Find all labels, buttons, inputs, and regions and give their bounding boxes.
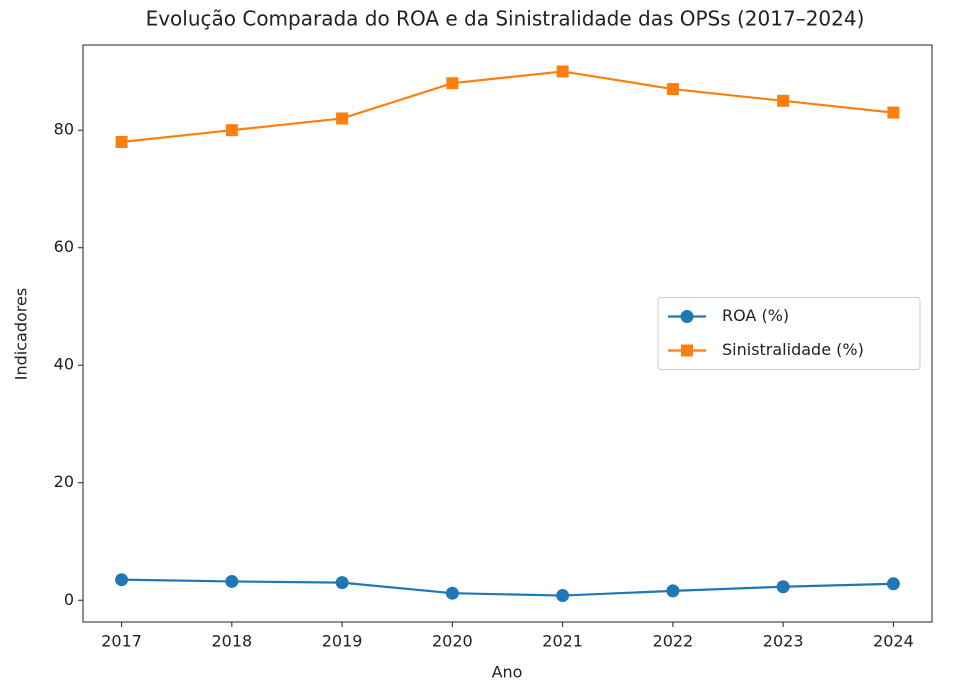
x-axis-label: Ano (492, 663, 523, 682)
x-tick-label: 2020 (432, 632, 473, 651)
y-axis-label: Indicadores (12, 288, 31, 380)
x-tick-label: 2022 (653, 632, 694, 651)
legend-box (657, 297, 921, 370)
y-tick-label: 60 (54, 237, 74, 256)
legend-marker (680, 310, 694, 323)
data-point (445, 586, 459, 600)
series-line (121, 70, 894, 144)
data-point (336, 112, 349, 125)
x-tick-label: 2024 (873, 632, 914, 651)
legend-marker (681, 344, 693, 357)
data-point (887, 106, 900, 119)
y-tick-label: 0 (64, 590, 74, 609)
x-tick-label: 2019 (322, 632, 363, 651)
data-point (886, 577, 900, 591)
data-point (446, 77, 459, 90)
data-point (225, 574, 239, 588)
data-point (556, 65, 569, 78)
data-point (777, 94, 790, 107)
data-point (666, 83, 679, 96)
data-point (225, 124, 238, 137)
x-tick-label: 2018 (211, 632, 252, 651)
legend-label: Sinistralidade (%) (722, 340, 864, 359)
data-point (115, 573, 129, 587)
data-point (776, 580, 790, 594)
y-tick-label: 80 (54, 120, 74, 139)
y-tick-label: 40 (54, 355, 74, 374)
x-tick-label: 2021 (542, 632, 583, 651)
data-point (556, 589, 570, 603)
x-tick-label: 2023 (763, 632, 804, 651)
plot-frame (82, 44, 933, 623)
series-line (121, 578, 894, 597)
legend-label: ROA (%) (722, 306, 789, 325)
y-tick-label: 20 (54, 472, 74, 491)
data-point (335, 576, 349, 590)
chart-title: Evolução Comparada do ROA e da Sinistral… (146, 7, 865, 31)
data-point (115, 135, 128, 148)
x-tick-label: 2017 (101, 632, 142, 651)
data-point (666, 584, 680, 598)
